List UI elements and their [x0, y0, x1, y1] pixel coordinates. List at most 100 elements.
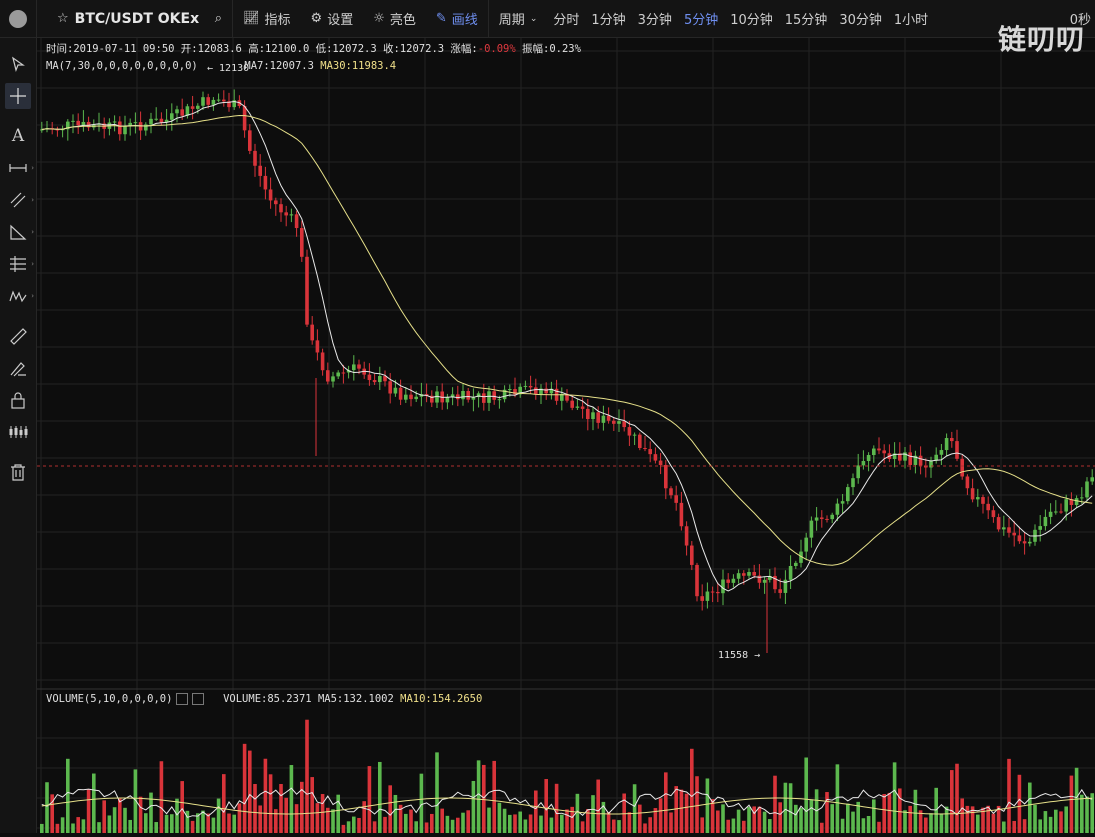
candle-body [294, 214, 299, 229]
candle-body [435, 391, 439, 403]
volume-settings-button[interactable] [176, 693, 189, 705]
candle-body [66, 121, 70, 130]
tool-lock[interactable] [0, 384, 36, 416]
candle-body [872, 448, 876, 456]
tool-visibility[interactable] [0, 416, 36, 448]
candlestick-chart[interactable] [37, 38, 1095, 833]
ma-info: MA(7,30,0,0,0,0,0,0,0,0) MA7:12007.3 MA3… [46, 60, 396, 72]
candle-body [612, 420, 616, 424]
tool-pointer[interactable] [0, 48, 36, 80]
candle-body [1043, 516, 1048, 527]
candle-body [981, 497, 985, 504]
volume-bar [939, 813, 944, 833]
candle-body [539, 388, 543, 395]
volume-bar [393, 794, 398, 833]
volume-bar [310, 777, 314, 833]
period-dropdown[interactable]: 周期 ⌄ [489, 0, 548, 37]
candle-body [851, 478, 855, 488]
tool-wave[interactable]: › [0, 280, 36, 312]
candle-body [144, 124, 148, 131]
draw-button[interactable]: ✎ 画线 [426, 0, 488, 37]
volume-bar [284, 797, 288, 833]
volume-bar [60, 817, 65, 833]
candle-body [996, 517, 1001, 530]
volume-bar [783, 782, 788, 833]
search-icon[interactable]: ⌕ [214, 11, 222, 26]
tool-parallel[interactable]: › [0, 184, 36, 216]
tool-triangle[interactable]: › [0, 216, 36, 248]
candle-body [357, 364, 361, 369]
countdown-text: 0秒 [1069, 13, 1091, 28]
candle-body [700, 596, 704, 601]
tool-delete[interactable] [0, 456, 36, 488]
star-icon[interactable]: ☆ [57, 11, 69, 26]
volume-bar [211, 817, 216, 833]
candle-body [263, 175, 268, 190]
period-tab-4[interactable]: 10分钟 [730, 13, 773, 28]
tool-ruler[interactable] [0, 320, 36, 352]
tool-brush[interactable] [0, 352, 36, 384]
volume-bar [508, 814, 512, 833]
tool-line[interactable]: › [0, 152, 36, 184]
symbol-selector[interactable]: ☆ BTC/USDT OKEx ⌕ [37, 0, 233, 37]
volume-bar [918, 810, 923, 833]
volume-bar [92, 773, 96, 833]
candles-icon [9, 426, 28, 438]
period-tab-0[interactable]: 分时 [553, 13, 580, 28]
volume-bar [996, 805, 1001, 833]
candle-body [97, 123, 101, 125]
volume-bar [1017, 774, 1022, 833]
candle-body [1048, 511, 1053, 517]
volume-bar [144, 813, 148, 833]
candle-body [383, 376, 387, 382]
candle-body [1054, 511, 1058, 513]
period-tab-3[interactable]: 5分钟 [683, 13, 719, 28]
candle-body [492, 391, 496, 400]
candle-body [955, 441, 959, 459]
candle-body [970, 488, 975, 500]
volume-bar [1085, 796, 1089, 833]
volume-bar [372, 821, 377, 833]
settings-button[interactable]: ⚙ 设置 [301, 0, 364, 37]
symbol-name: BTC/USDT OKEx [74, 10, 200, 27]
candle-body [461, 391, 465, 400]
candle-body [835, 503, 840, 515]
volume-bar [544, 779, 548, 833]
candle-body [71, 120, 75, 122]
volume-bar [674, 786, 678, 833]
ruler-icon [10, 328, 27, 345]
period-tab-7[interactable]: 1小时 [893, 13, 929, 28]
theme-button[interactable]: ☼ 亮色 [363, 0, 426, 37]
volume-bar [107, 815, 112, 833]
candle-body [471, 397, 476, 400]
tool-crosshair[interactable] [0, 80, 36, 112]
volume-bar [903, 810, 907, 833]
candle-body [736, 573, 741, 579]
tool-fibonacci[interactable]: › [0, 248, 36, 280]
chart-area[interactable] [37, 38, 1095, 833]
candle-body [778, 589, 782, 593]
volume-bar [1028, 782, 1032, 833]
candle-body [643, 447, 647, 450]
indicator-button[interactable]: 📈︎ 指标 [233, 0, 301, 37]
volume-bar [118, 798, 122, 833]
period-tab-2[interactable]: 3分钟 [637, 13, 672, 28]
candle-body [320, 352, 325, 371]
candle-body [388, 381, 392, 394]
volume-bar [570, 806, 574, 833]
candle-body [528, 385, 533, 388]
period-tab-6[interactable]: 30分钟 [839, 13, 882, 28]
candle-body [534, 387, 538, 395]
volume-bar [201, 810, 205, 833]
volume-bar [154, 822, 158, 833]
tool-text[interactable]: A [0, 120, 36, 152]
period-tab-1[interactable]: 1分钟 [591, 13, 626, 28]
period-tab-5[interactable]: 15分钟 [784, 13, 828, 28]
volume-close-button[interactable] [192, 693, 205, 705]
high-price-marker: ← 12130 [207, 63, 250, 74]
candle-body [747, 571, 751, 576]
volume-bar [970, 806, 975, 833]
volume-bar [346, 821, 351, 833]
volume-bar [305, 719, 309, 833]
volume-bar [950, 770, 954, 833]
